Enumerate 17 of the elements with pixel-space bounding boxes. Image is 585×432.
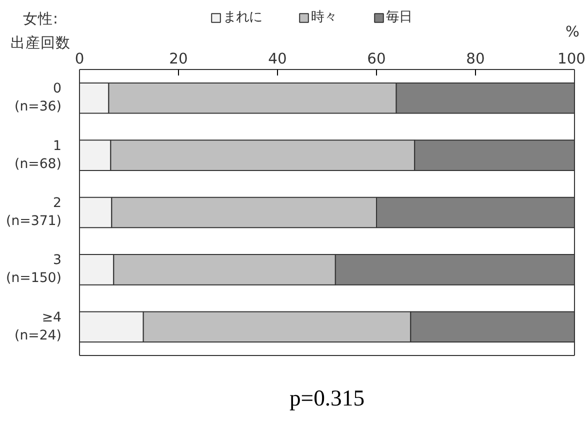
legend-label: まれに [223, 9, 262, 26]
y-axis-title: 女性: 出産回数 [10, 10, 70, 52]
x-tick-label: 0 [74, 50, 84, 68]
x-tick-label: 100 [558, 50, 585, 68]
text: p=0.315 [289, 386, 365, 410]
x-axis-title: % [566, 24, 580, 40]
x-tick-label: 40 [268, 50, 287, 68]
y-tick-label: 2 (n=371) [6, 196, 62, 229]
y-tick-label: 3 (n=150) [6, 253, 62, 286]
y-tick-label: ≥4 (n=24) [14, 310, 62, 344]
x-tick-label: 80 [466, 50, 485, 68]
x-tick-label: 20 [169, 50, 188, 68]
y-tick-label: 1 (n=68) [14, 138, 62, 172]
legend-label: 毎日 [386, 9, 412, 26]
x-tick-label: 60 [367, 50, 386, 68]
y-tick-label: 0 (n=36) [14, 82, 62, 115]
legend-label: 時々 [311, 9, 337, 26]
